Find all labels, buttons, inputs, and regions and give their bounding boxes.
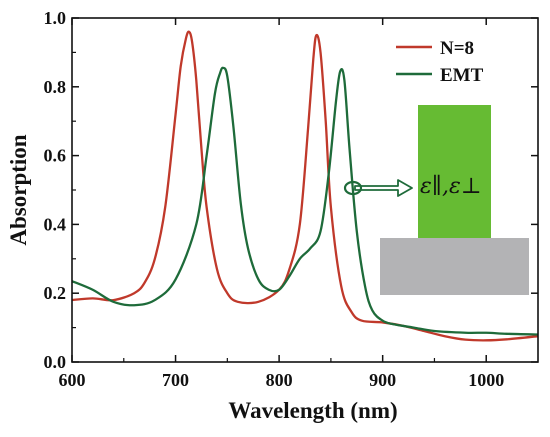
x-tick-label: 800 [266,370,293,390]
pointer-ring-icon [343,180,363,196]
y-tick-label: 0.2 [44,283,67,303]
substrate-block [380,238,529,295]
inset-diagram: ε∥,ε⊥ [343,105,529,295]
y-tick-label: 1.0 [44,8,67,28]
x-tick-label: 900 [369,370,396,390]
y-tick-label: 0.6 [44,146,67,166]
pointer-arrow-icon [354,179,413,197]
permittivity-label: ε∥,ε⊥ [420,174,481,199]
axes: 600 700 800 900 1000 0.0 0.2 0.4 0.6 0.8 1.0 [44,8,539,390]
x-tick-label: 700 [162,370,189,390]
legend: N=8 EMT [396,38,484,86]
metamaterial-layer [418,105,491,238]
x-axis-title: Wavelength (nm) [228,398,397,423]
series-line-emt [71,66,539,336]
x-tick-label: 600 [59,370,86,390]
y-axis-title: Absorption [6,134,31,245]
y-tick-label: 0.0 [44,352,67,372]
legend-label: EMT [440,65,484,86]
y-tick-label: 0.4 [44,214,67,234]
x-tick-label: 1000 [468,370,504,390]
legend-label: N=8 [440,38,474,59]
series-lines [71,30,539,342]
y-tick-label: 0.8 [44,77,67,97]
